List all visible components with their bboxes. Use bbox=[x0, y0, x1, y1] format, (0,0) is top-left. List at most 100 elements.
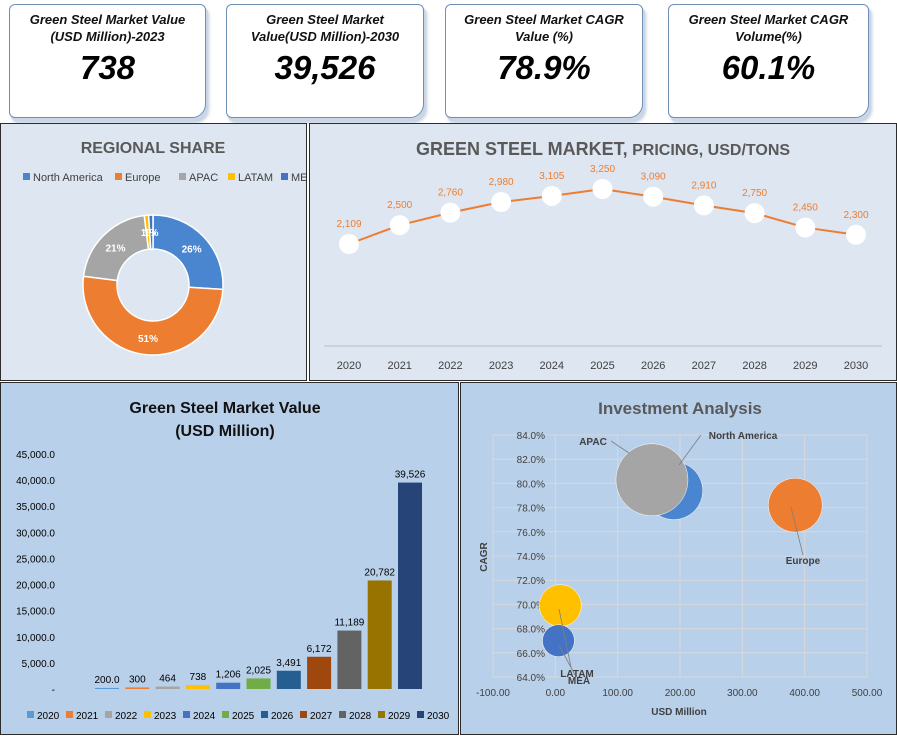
bubble-x-tick-5: 400.00 bbox=[789, 688, 820, 699]
bubble-x-tick-6: 500.00 bbox=[852, 688, 883, 699]
bar-data-label-2026: 3,491 bbox=[276, 658, 301, 669]
bubble-leader-latam bbox=[558, 608, 572, 668]
bar-legend-label-2020: 2020 bbox=[37, 711, 60, 722]
pricing-x-tick-2025: 2025 bbox=[590, 360, 614, 372]
bar-y-tick-5: 25,000.0 bbox=[16, 554, 55, 565]
bar-y-tick-8: 40,000.0 bbox=[16, 476, 55, 487]
bar-legend-label-2026: 2026 bbox=[271, 711, 294, 722]
bar-legend-swatch-2029 bbox=[378, 711, 385, 718]
donut-label-europe: 51% bbox=[138, 334, 158, 345]
kpi-value: 738 bbox=[79, 49, 136, 86]
bar-legend-swatch-2026 bbox=[261, 711, 268, 718]
pricing-data-label-2025: 3,250 bbox=[590, 164, 615, 175]
pricing-point-2026 bbox=[643, 186, 664, 207]
investment-chart: Investment Analysis USD Million CAGR -10… bbox=[476, 399, 883, 718]
pricing-point-2029 bbox=[795, 217, 816, 238]
bubble-y-tick-3: 70.0% bbox=[517, 600, 545, 611]
pricing-x-tick-2027: 2027 bbox=[692, 360, 716, 372]
legend-label-north-america: North America bbox=[33, 172, 104, 184]
legend-swatch-north-america bbox=[23, 173, 30, 180]
pricing-data-label-2022: 2,760 bbox=[438, 188, 463, 199]
bar-y-tick-3: 15,000.0 bbox=[16, 607, 55, 618]
bubble-latam bbox=[539, 584, 582, 627]
bar-data-label-2028: 11,189 bbox=[334, 618, 364, 629]
bar-legend-label-2027: 2027 bbox=[310, 711, 333, 722]
bubble-europe bbox=[768, 477, 823, 533]
bar-legend-swatch-2028 bbox=[339, 711, 346, 718]
regional-share-panel: REGIONAL SHARE North America Europe APAC LA… bbox=[0, 123, 316, 381]
bar-legend-swatch-2024 bbox=[183, 711, 190, 718]
bubble-y-tick-2: 68.0% bbox=[517, 625, 545, 636]
donut-slice-mea bbox=[147, 214, 154, 250]
bar-legend-label-2021: 2021 bbox=[76, 711, 99, 722]
bubble-y-tick-4: 72.0% bbox=[517, 576, 545, 587]
bubble-y-tick-8: 80.0% bbox=[517, 479, 545, 490]
donut-label-mea: 1% bbox=[144, 228, 159, 239]
donut-slice-north-america bbox=[152, 214, 224, 291]
pricing-point-2025 bbox=[592, 179, 613, 199]
bar-data-label-2021: 300 bbox=[129, 674, 146, 685]
bar-legend-swatch-2030 bbox=[417, 711, 424, 718]
legend-swatch-mea bbox=[281, 173, 288, 180]
bubble-y-tick-7: 78.0% bbox=[517, 504, 545, 515]
bar-legend-swatch-2025 bbox=[222, 711, 229, 718]
kpi-card-value-2023: Green Steel Market Value (USD Million)-2… bbox=[9, 4, 206, 118]
bubble-x-tick-0: -100.00 bbox=[476, 688, 510, 699]
bar-y-tick-7: 35,000.0 bbox=[16, 502, 55, 513]
regional-share-chart: REGIONAL SHARE North America Europe APAC LA… bbox=[23, 140, 316, 356]
bubble-y-tick-1: 66.0% bbox=[517, 649, 545, 660]
pricing-data-label-2030: 2,300 bbox=[843, 210, 868, 221]
bar-legend-swatch-2027 bbox=[300, 711, 307, 718]
pricing-x-tick-2029: 2029 bbox=[793, 360, 817, 372]
pricing-title-sub: PRICING, USD/TONS bbox=[628, 142, 791, 159]
pricing-chart: GREEN STEEL MARKET, PRICING, USD/TONS 2,… bbox=[324, 139, 882, 372]
bubble-mea bbox=[542, 624, 575, 657]
bar-data-label-2020: 200.0 bbox=[94, 675, 119, 686]
pricing-data-label-2024: 3,105 bbox=[539, 171, 564, 182]
bubble-label-apac: APAC bbox=[579, 437, 607, 448]
bar-2026 bbox=[276, 670, 301, 689]
svg-text:GREEN STEEL MARKET, PRICING, U: GREEN STEEL MARKET, PRICING, USD/TONS bbox=[416, 139, 790, 159]
bar-legend-swatch-2020 bbox=[27, 711, 34, 718]
bar-data-label-2030: 39,526 bbox=[395, 470, 426, 481]
pricing-x-tick-2028: 2028 bbox=[742, 360, 766, 372]
bar-data-label-2029: 20,782 bbox=[364, 567, 395, 578]
kpi-label: Green Steel Market Value (USD Million)-2… bbox=[29, 12, 186, 44]
bar-data-label-2022: 464 bbox=[159, 674, 176, 685]
kpi-label: Green Steel Market Value(USD Million)-20… bbox=[250, 12, 400, 44]
legend-label-apac: APAC bbox=[189, 172, 218, 184]
donut-slice-europe bbox=[82, 275, 224, 356]
bar-legend-label-2025: 2025 bbox=[232, 711, 255, 722]
legend-label-latam: LATAM bbox=[238, 172, 273, 184]
kpi-value: 78.9% bbox=[497, 49, 591, 86]
market-value-panel: Green Steel Market Value (USD Million) -… bbox=[0, 382, 459, 735]
pricing-data-label-2020: 2,109 bbox=[336, 219, 361, 230]
investment-y-axis-label: CAGR bbox=[479, 542, 490, 572]
kpi-card-cagr-value: Green Steel Market CAGR Value (%) 78.9% bbox=[445, 4, 643, 118]
bubble-x-tick-1: 0.00 bbox=[546, 688, 566, 699]
bar-2029 bbox=[367, 580, 392, 689]
bar-legend-label-2022: 2022 bbox=[115, 711, 138, 722]
pricing-data-label-2021: 2,500 bbox=[387, 200, 412, 211]
pricing-x-tick-2026: 2026 bbox=[641, 360, 665, 372]
bar-2024 bbox=[216, 682, 241, 689]
legend-swatch-apac bbox=[179, 173, 186, 180]
bar-2021 bbox=[125, 687, 150, 689]
pricing-title-main: GREEN STEEL MARKET, bbox=[416, 139, 628, 159]
pricing-point-2020 bbox=[339, 234, 359, 254]
bar-2020 bbox=[95, 687, 119, 689]
bar-legend-swatch-2022 bbox=[105, 711, 112, 718]
bar-y-tick-6: 30,000.0 bbox=[16, 528, 55, 539]
bar-2028 bbox=[337, 630, 362, 689]
bar-data-label-2023: 738 bbox=[190, 672, 207, 683]
bar-2022 bbox=[155, 686, 180, 689]
legend-label-europe: Europe bbox=[125, 172, 160, 184]
pricing-x-tick-2024: 2024 bbox=[540, 360, 564, 372]
legend-swatch-latam bbox=[228, 173, 235, 180]
market-value-title-line2: (USD Million) bbox=[175, 423, 275, 440]
legend-label-mea: MEA bbox=[291, 172, 306, 184]
kpi-value: 60.1% bbox=[721, 49, 816, 86]
kpi-label: Green Steel Market CAGR Value (%) bbox=[464, 12, 624, 44]
kpi-card-cagr-volume: Green Steel Market CAGR Volume(%) 60.1% bbox=[668, 4, 869, 118]
bubble-y-tick-6: 76.0% bbox=[517, 528, 545, 539]
